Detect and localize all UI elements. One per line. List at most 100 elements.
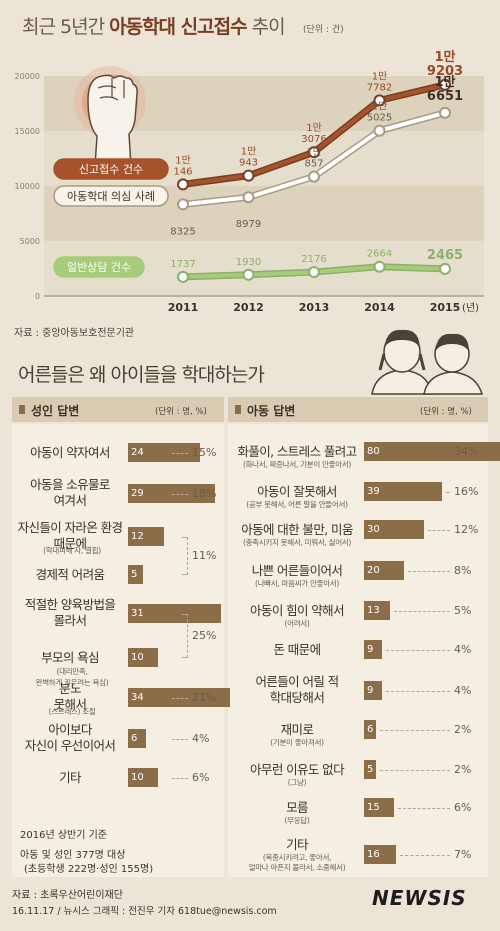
fist-icon [74, 66, 146, 167]
adult-header: 성인 답변 [31, 404, 80, 418]
adult-pct: 25% [192, 629, 217, 642]
child-reason-text: 아무런 이유도 없다 [250, 762, 345, 777]
data-label-prefix: 1만 [175, 154, 191, 166]
child-reason-label: 어른들이 어릴 적 학대당해서 [232, 674, 362, 706]
adult-reason-text: 분노 [59, 681, 81, 696]
child-reason-text: 아동이 잘못해서 [257, 484, 337, 499]
dashed-connector [172, 778, 188, 779]
data-label-prefix: 1만 [434, 74, 455, 90]
child-reason-sub: (무응답) [284, 816, 310, 825]
dashed-connector [172, 453, 188, 454]
legend-label: 신고접수 건수 [79, 163, 143, 176]
child-reason-label: 돈 때문에 [232, 642, 362, 658]
child-reason-text: 기타 [286, 837, 308, 852]
data-label: 2465 [427, 248, 463, 263]
adult-pct: 15% [192, 446, 217, 459]
child-reason-label: 기타 [232, 837, 362, 853]
data-point [373, 260, 386, 273]
adult-reason-label: 아동이 약자여서 [14, 445, 126, 461]
x-tick-label: 2015 [430, 301, 461, 314]
adult-pct: 6% [192, 771, 210, 784]
survey-note-target: 아동 및 성인 377명 대상 [20, 850, 126, 861]
child-pct: 6% [454, 801, 472, 814]
child-reason-sub: (어려서) [284, 619, 310, 628]
adult-reason-sub: (대리만족, 완벽하게 키우려는 욕심) [35, 667, 109, 687]
adult-reason-label: 적절한 양육방법을 몰라서 [14, 597, 126, 629]
child-unit: (단위 : 명, %) [420, 407, 472, 417]
y-tick-label: 5000 [20, 237, 40, 246]
data-point [439, 262, 451, 275]
child-bar: 39 [364, 482, 442, 501]
data-label: 943 [239, 158, 258, 169]
children-icon [371, 329, 484, 395]
child-reason-label: 아무런 이유도 없다 [232, 762, 362, 778]
data-label-prefix: 1만 [306, 147, 322, 159]
dashed-connector [172, 739, 188, 740]
y-tick-label: 20000 [15, 72, 40, 81]
dashed-connector [428, 530, 450, 531]
child-reason-sub: (화나서, 짜증나서, 기분이 안좋아서) [242, 460, 352, 469]
child-bar: 13 [364, 601, 390, 620]
adult-reason-text: 몰라서 [53, 613, 87, 628]
adult-pct: 18% [192, 487, 217, 500]
child-reason-text: 화풀이, 스트레스 풀려고 [237, 444, 357, 459]
adult-reason-text: 적절한 양육방법을 [24, 597, 116, 612]
child-bar: 5 [364, 760, 376, 779]
x-tick-label: 2013 [299, 301, 330, 314]
data-label: 9203 [427, 64, 463, 79]
data-point [373, 94, 386, 107]
adult-bar: 31 [128, 604, 221, 623]
child-reason-text: 어른들이 어릴 적 [255, 674, 339, 689]
data-label-prefix: 1만 [434, 49, 455, 65]
data-label: 2176 [301, 254, 326, 265]
data-label: 3076 [301, 134, 326, 145]
newsis-logo: NEWSIS [372, 886, 467, 910]
footer-source: 자료 : 초록우산어린이재단 [12, 890, 123, 901]
data-point [308, 266, 320, 279]
data-label: 8325 [170, 226, 195, 237]
child-pct: 5% [454, 604, 472, 617]
bullet-icon [19, 405, 25, 414]
adult-reason-text: 못해서 [53, 697, 87, 712]
data-label-prefix: 1만 [372, 101, 388, 113]
child-header-bar: 아동 답변 (단위 : 명, %) [228, 397, 488, 422]
dashed-connector [172, 698, 188, 699]
child-bar: 20 [364, 561, 404, 580]
child-bar: 80 [364, 442, 500, 461]
data-label: 7782 [367, 82, 392, 93]
data-point [439, 106, 451, 119]
child-reason-label: 아동에 대한 불만, 미움 [232, 522, 362, 538]
data-point [177, 198, 189, 211]
dashed-connector [380, 770, 450, 771]
child-pct: 4% [454, 643, 472, 656]
child-reason-label: 아동이 힘이 약해서 [232, 603, 362, 619]
adult-reason-label: 기타 [14, 770, 126, 786]
survey-note-breakdown: (초등학생 222명·성인 155명) [24, 864, 154, 875]
data-label: 1737 [170, 259, 195, 270]
dashed-connector [394, 611, 450, 612]
child-reason-text: 돈 때문에 [273, 642, 322, 657]
adult-reason-text: 부모의 욕심 [41, 650, 99, 665]
data-point [242, 268, 255, 281]
data-point [439, 78, 451, 91]
data-point [308, 146, 320, 159]
child-reason-text: 재미로 [280, 722, 314, 737]
bracket-connector [182, 614, 188, 658]
legend-label: 일반상담 건수 [67, 260, 131, 274]
adult-reason-sub: (학대피해 자, 결핍) [43, 546, 101, 555]
dashed-connector [398, 808, 450, 809]
adult-reason-text: 자신들이 자라온 환경 [17, 520, 123, 535]
data-point [373, 124, 386, 137]
data-label: 857 [304, 159, 323, 170]
child-reason-sub: (나빠서, 마음씨가 안좋아서) [254, 579, 340, 588]
data-label-prefix: 1만 [306, 122, 322, 134]
bullet-icon [235, 405, 241, 414]
child-bar: 9 [364, 681, 382, 700]
data-label: 2664 [367, 249, 392, 260]
child-pct: 4% [454, 684, 472, 697]
child-bar: 16 [364, 845, 396, 864]
child-reason-label: 나쁜 어른들이어서 [232, 563, 362, 579]
footer-credit: 16.11.17 / 뉴시스 그래픽 : 전진우 기자 618tue@newsi… [12, 906, 277, 917]
dashed-connector [386, 650, 450, 651]
